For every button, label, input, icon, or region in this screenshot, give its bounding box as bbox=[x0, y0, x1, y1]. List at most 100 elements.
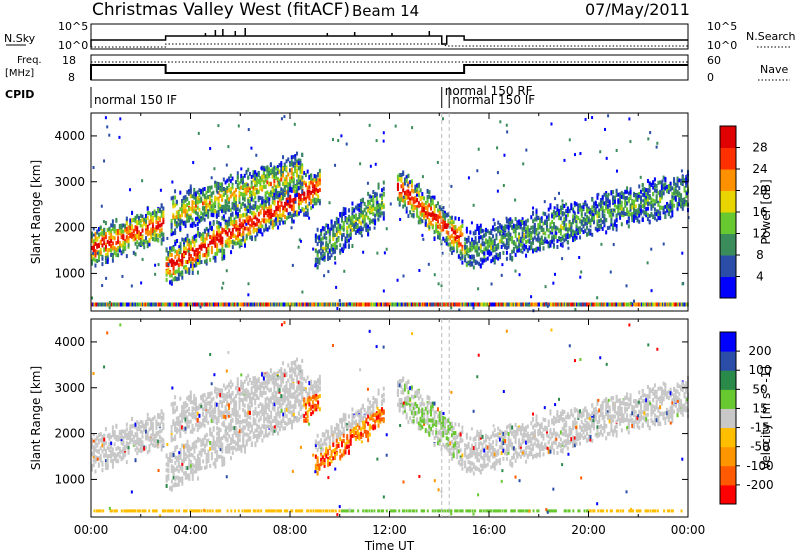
power-cell bbox=[242, 227, 245, 232]
power-cell bbox=[671, 213, 674, 218]
power-cell bbox=[620, 205, 623, 210]
power-cell bbox=[262, 174, 265, 179]
power-cell bbox=[340, 302, 343, 307]
power-cell bbox=[323, 302, 326, 307]
power-cell bbox=[538, 302, 541, 307]
power-cell bbox=[374, 302, 377, 307]
power-cell bbox=[633, 218, 636, 223]
power-cell bbox=[278, 220, 281, 225]
power-cell bbox=[233, 203, 236, 208]
power-cell bbox=[400, 177, 403, 182]
power-cell bbox=[206, 302, 209, 307]
power-cell bbox=[504, 244, 507, 249]
power-cell bbox=[322, 302, 325, 307]
power-cell bbox=[500, 225, 503, 230]
power-cell bbox=[382, 289, 385, 293]
power-cell bbox=[592, 201, 595, 206]
power-cell bbox=[507, 220, 510, 225]
power-cell bbox=[282, 155, 285, 160]
power-cell bbox=[340, 235, 343, 240]
power-cell bbox=[223, 228, 226, 233]
power-cell bbox=[188, 207, 191, 212]
power-cell bbox=[304, 183, 307, 188]
power-cell bbox=[290, 188, 293, 193]
power-cell bbox=[294, 156, 297, 161]
power-cell bbox=[200, 233, 203, 238]
power-cell bbox=[261, 232, 264, 237]
power-cell bbox=[615, 193, 618, 198]
power-cell bbox=[403, 302, 406, 307]
power-cell bbox=[354, 302, 357, 307]
power-cell bbox=[103, 248, 106, 253]
power-cell bbox=[146, 244, 149, 249]
power-cell bbox=[653, 177, 656, 182]
power-cell bbox=[554, 302, 557, 307]
power-cell bbox=[457, 254, 460, 259]
power-cell bbox=[144, 219, 147, 224]
power-cell bbox=[428, 302, 431, 307]
power-cell bbox=[438, 225, 441, 230]
power-cell bbox=[498, 223, 501, 228]
power-cell bbox=[381, 188, 384, 193]
power-cell bbox=[644, 302, 647, 307]
power-cell bbox=[474, 245, 477, 250]
power-cell bbox=[335, 220, 338, 225]
power-cell bbox=[526, 302, 529, 307]
power-cell bbox=[159, 188, 162, 192]
power-cell bbox=[328, 235, 331, 240]
power-cell bbox=[514, 234, 517, 239]
power-cell bbox=[442, 302, 445, 307]
power-cell bbox=[580, 208, 583, 213]
power-cell bbox=[423, 210, 426, 215]
power-cell bbox=[184, 204, 187, 209]
power-cell bbox=[480, 302, 483, 307]
power-cell bbox=[345, 142, 348, 146]
power-cell bbox=[241, 176, 244, 181]
power-cell bbox=[500, 239, 503, 244]
velocity-cell bbox=[94, 455, 97, 460]
power-cell bbox=[587, 228, 590, 233]
power-cell bbox=[544, 212, 547, 217]
power-cell bbox=[573, 233, 576, 238]
power-cell bbox=[282, 192, 285, 197]
power-cell bbox=[666, 184, 669, 189]
power-cell bbox=[250, 194, 253, 199]
power-cell bbox=[291, 263, 294, 267]
power-cell bbox=[477, 302, 480, 307]
power-cell bbox=[360, 213, 363, 218]
power-cell bbox=[652, 215, 655, 220]
power-cell bbox=[275, 302, 278, 307]
power-cell bbox=[409, 302, 412, 307]
power-cell bbox=[191, 217, 194, 222]
power-cell bbox=[579, 275, 582, 279]
power-cell bbox=[256, 221, 259, 226]
power-cell bbox=[317, 196, 320, 201]
power-cell bbox=[596, 222, 599, 227]
power-cell bbox=[179, 272, 182, 277]
power-cell bbox=[148, 302, 151, 307]
power-cell bbox=[329, 302, 332, 307]
power-cell bbox=[361, 214, 364, 219]
power-cell bbox=[653, 199, 656, 204]
power-cell bbox=[603, 213, 606, 218]
power-cell bbox=[549, 243, 552, 248]
power-cell bbox=[320, 251, 323, 256]
power-cell bbox=[433, 209, 436, 214]
power-cell bbox=[342, 243, 345, 248]
power-cell bbox=[478, 227, 481, 232]
power-cell bbox=[490, 259, 493, 264]
power-cell bbox=[514, 269, 517, 273]
power-cell bbox=[283, 192, 286, 197]
power-cell bbox=[474, 236, 477, 241]
power-cell bbox=[507, 236, 510, 241]
power-cell bbox=[188, 240, 191, 245]
power-cell bbox=[639, 175, 642, 179]
power-cell bbox=[224, 207, 227, 212]
power-cell bbox=[226, 189, 229, 194]
power-cell bbox=[308, 201, 311, 206]
power-cell bbox=[351, 215, 354, 220]
power-cell bbox=[423, 215, 426, 220]
power-cell bbox=[254, 177, 257, 182]
power-cell bbox=[565, 237, 568, 242]
power-cell bbox=[467, 249, 470, 254]
